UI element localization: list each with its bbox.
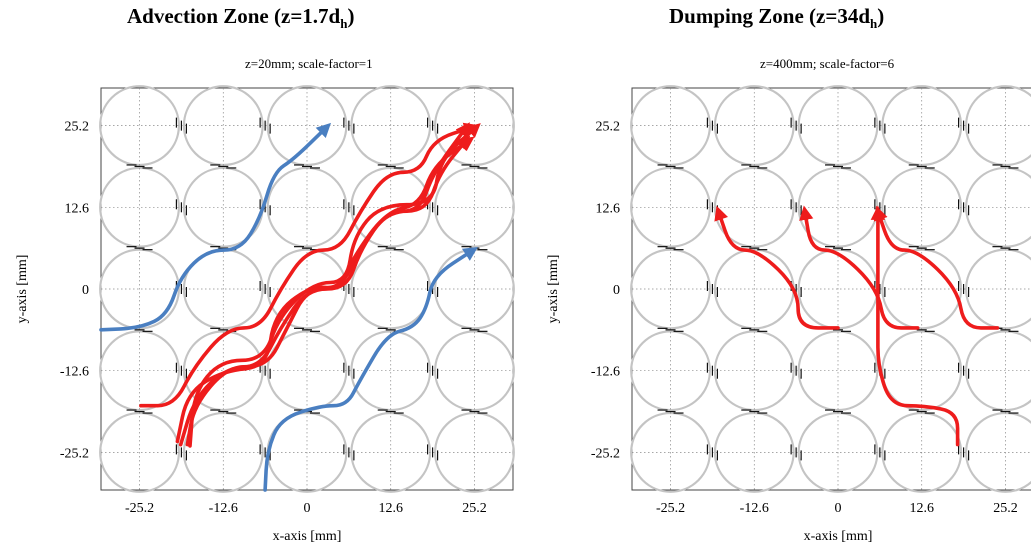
p0-rod-4-1 [434, 330, 515, 412]
panel-subtitle-right: z=400mm; scale-factor=6 [760, 56, 895, 71]
p0-xtick-label-1: -12.6 [209, 501, 238, 516]
p1-rod-0-1 [630, 330, 711, 412]
panel-title-left-main: Advection Zone (z=1.7d [127, 4, 341, 28]
p0-ytick-label-1: 12.6 [65, 201, 90, 216]
panel-advection-zone: -25.2 -12.6 0 12.6 25.2 25.2 12.6 0 -12.6 -25.2 x-… [15, 85, 515, 544]
p1-ytick-label-1: 12.6 [596, 201, 621, 216]
p0-ylabel: y-axis [mm] [15, 255, 30, 324]
p1-xtick-label-1: -12.6 [740, 501, 769, 516]
p1-stream-2 [870, 205, 960, 447]
panel-title-right-close: ) [877, 4, 885, 28]
p1-ytick-label-4: -25.2 [591, 446, 620, 461]
p0-rod-0-3 [99, 166, 180, 248]
p1-stream-3 [873, 205, 1000, 330]
p0-rod-1-1 [182, 330, 264, 412]
panel-subtitle-left: z=20mm; scale-factor=1 [245, 56, 373, 71]
p1-xtick-label-3: 12.6 [909, 501, 934, 516]
p0-rod-0-1 [99, 330, 180, 412]
panel-title-right-sub: h [870, 16, 878, 32]
p0-stream-4 [188, 123, 481, 448]
panel-title-left-sub: h [340, 16, 348, 32]
p0-ytick-label-4: -25.2 [60, 446, 89, 461]
p0-xtick-label-4: 25.2 [462, 501, 487, 516]
p0-stream-5 [99, 122, 332, 332]
p1-ytick-label-0: 25.2 [596, 120, 621, 135]
p0-ytick-label-0: 25.2 [65, 120, 90, 135]
p1-ylabel: y-axis [mm] [546, 255, 561, 324]
panel-title-left: Advection Zone (z=1.7dh) [127, 4, 354, 32]
p1-rod-1-1 [713, 330, 795, 412]
p0-xlabel: x-axis [mm] [273, 529, 342, 544]
p0-stream-0 [139, 122, 479, 408]
p1-ytick-label-3: -12.6 [591, 365, 620, 380]
p0-xtick-label-2: 0 [304, 501, 311, 516]
p1-xtick-label-2: 0 [835, 501, 842, 516]
p0-stream-6 [263, 246, 478, 492]
panel-title-right-main: Dumping Zone (z=34d [669, 4, 870, 28]
p0-xtick-label-3: 12.6 [378, 501, 403, 516]
panel-title-right: Dumping Zone (z=34dh) [669, 4, 884, 32]
p0-ytick-label-2: 0 [82, 283, 89, 298]
p1-rod-4-3 [965, 166, 1031, 248]
p1-rod-4-1 [965, 330, 1031, 412]
panel-dumping-zone: -25.2 -12.6 0 12.6 25.2 25.2 12.6 0 -12.6 -25.2 x-… [546, 85, 1031, 544]
p1-ytick-label-2: 0 [613, 283, 620, 298]
p0-xtick-label-0: -25.2 [125, 501, 154, 516]
p1-plot-frame [631, 87, 1031, 491]
p1-xtick-label-0: -25.2 [656, 501, 685, 516]
p1-xtick-label-4: 25.2 [993, 501, 1018, 516]
p0-rod-4-3 [434, 166, 515, 248]
p1-stream-1 [714, 205, 840, 330]
p1-rod-0-3 [630, 166, 711, 248]
panel-title-left-close: ) [347, 4, 355, 28]
p1-xlabel: x-axis [mm] [804, 529, 873, 544]
p1-stream-0 [799, 205, 920, 330]
p0-ytick-label-3: -12.6 [60, 365, 89, 380]
